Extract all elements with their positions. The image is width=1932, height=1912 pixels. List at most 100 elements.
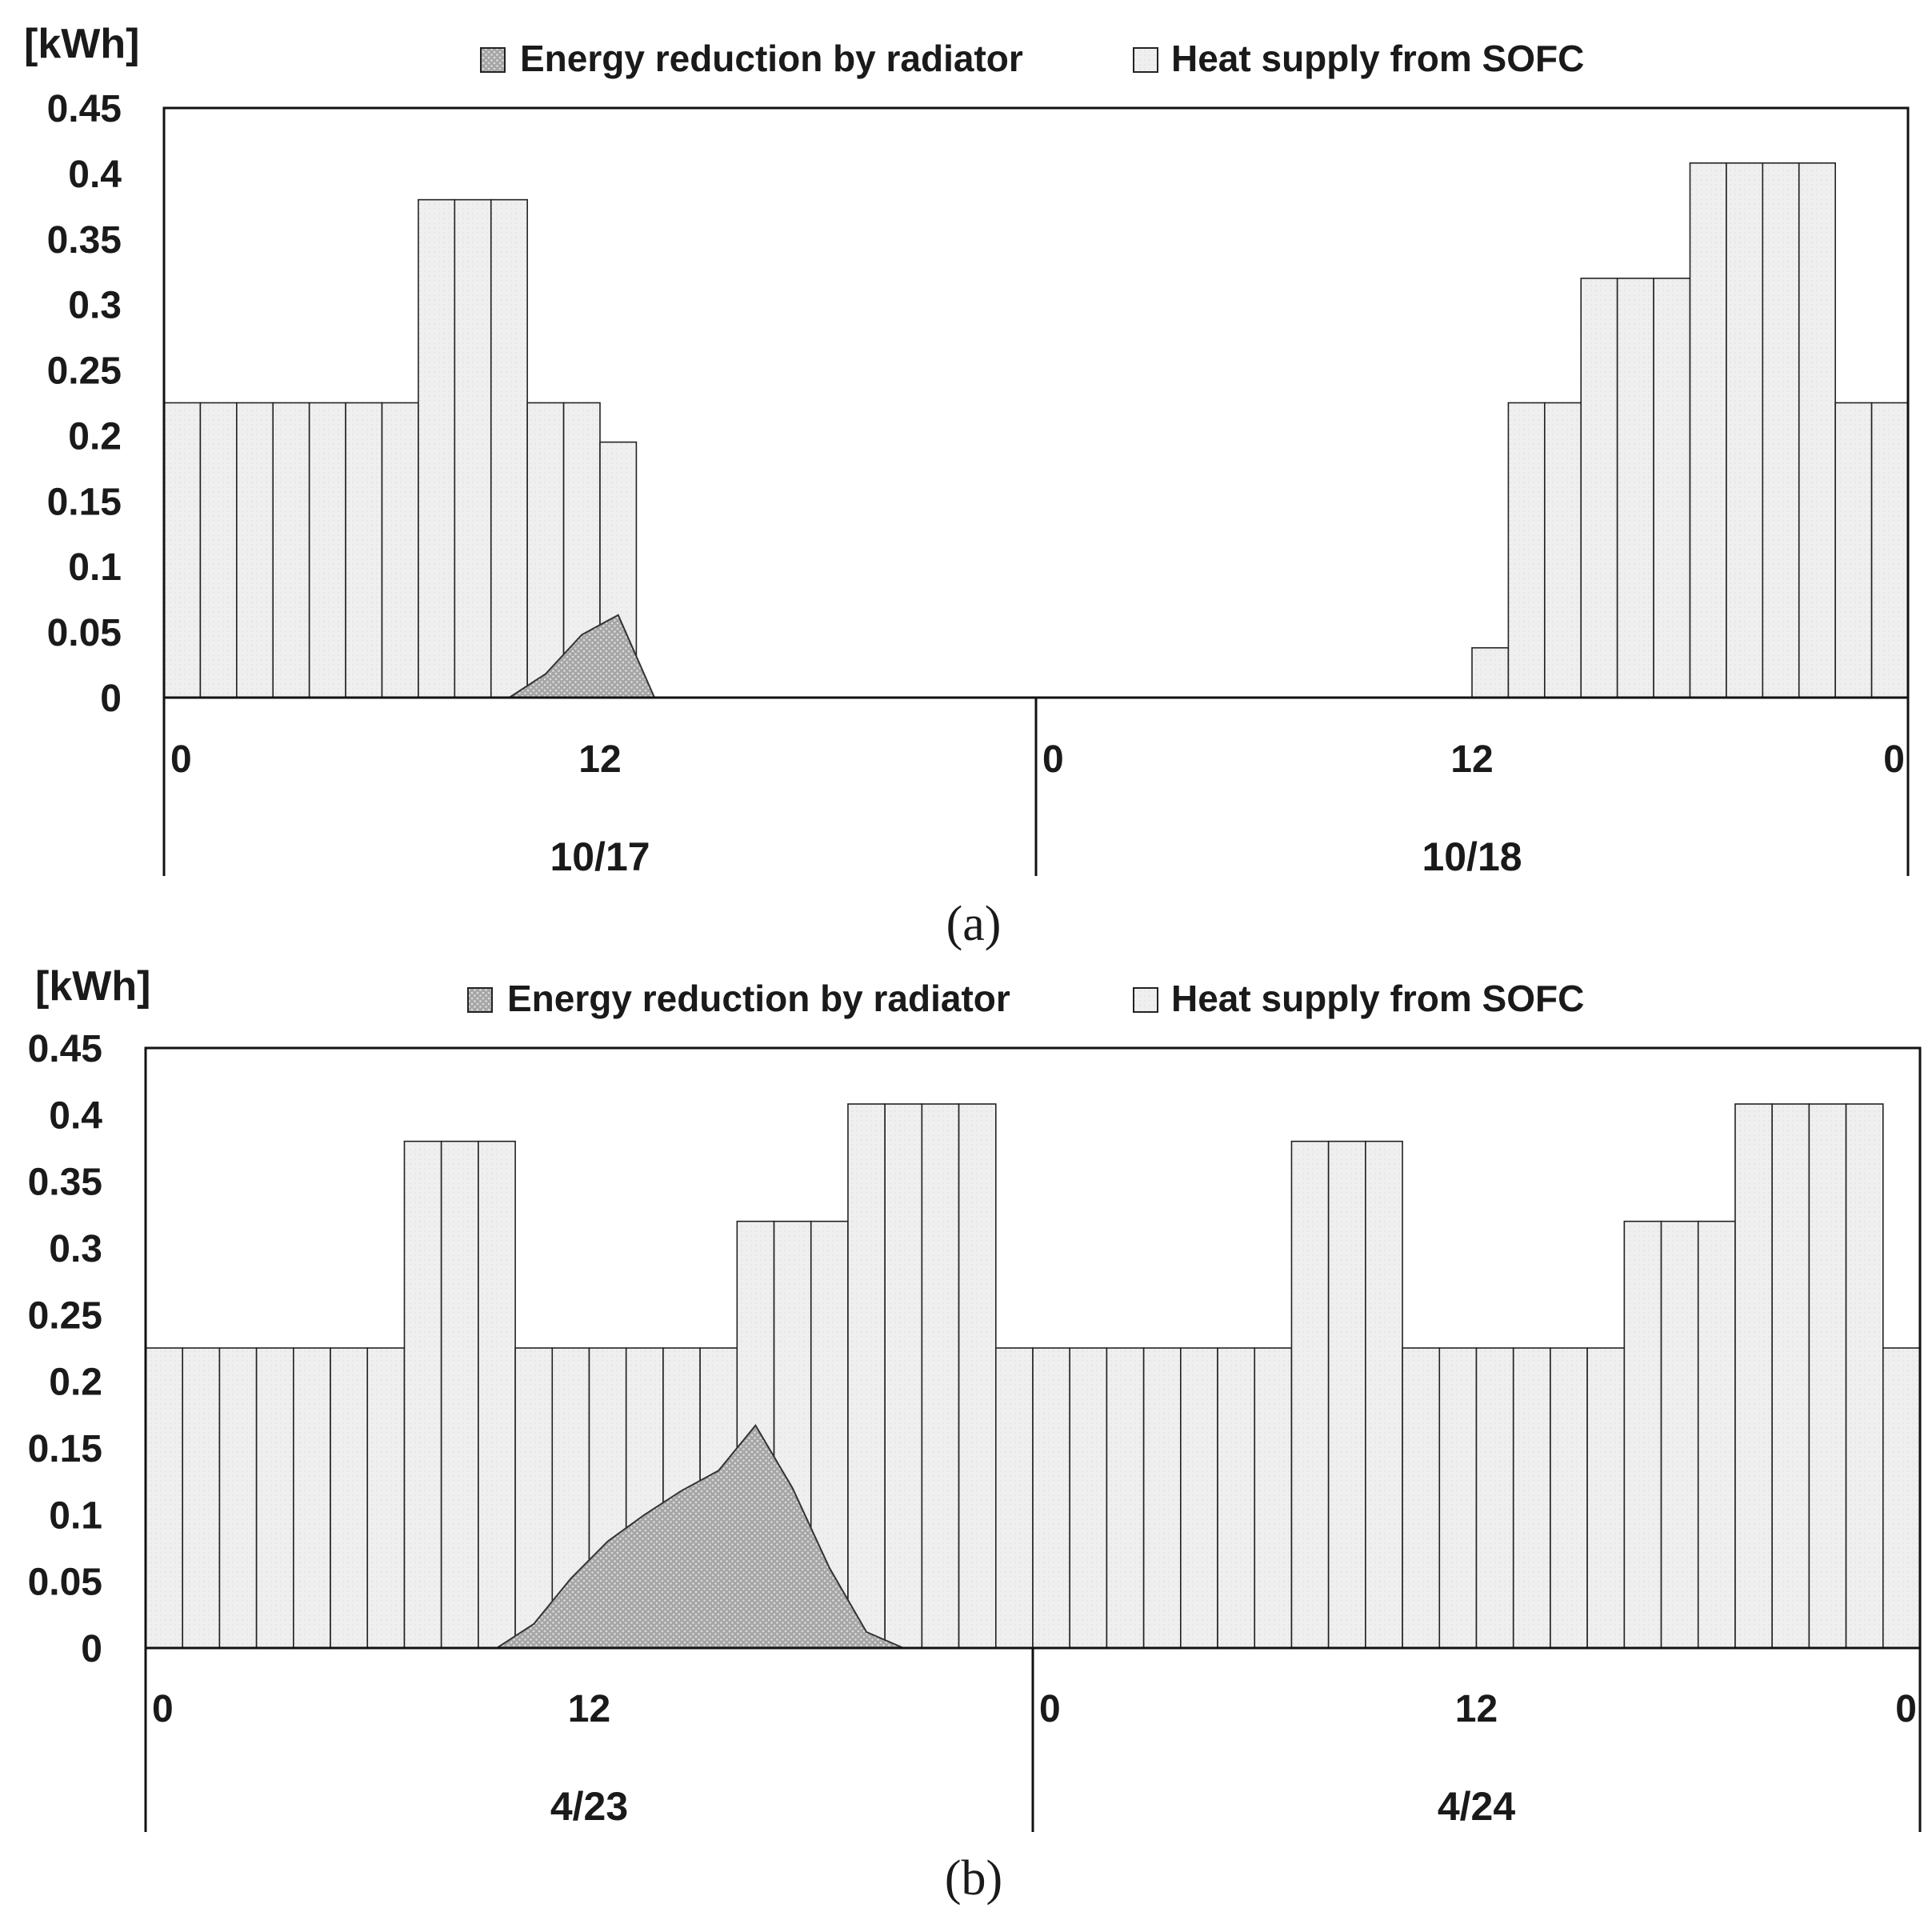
legend-swatch-radiator-a <box>480 47 506 73</box>
legend-label-radiator-b: Energy reduction by radiator <box>507 978 1010 1019</box>
sofc-bar <box>1697 1220 1736 1649</box>
sofc-bar <box>1254 1347 1293 1649</box>
y-tick-label: 0.15 <box>28 1428 102 1470</box>
sofc-bar <box>1870 402 1909 698</box>
sofc-bar <box>1217 1347 1256 1649</box>
legend-swatch-sofc-a <box>1133 47 1158 73</box>
sofc-bar <box>1142 1347 1182 1649</box>
sofc-bar <box>478 1140 516 1649</box>
sofc-bar <box>255 1347 294 1649</box>
x-hour-tick-label: 0 <box>1883 738 1905 781</box>
legend-swatch-sofc-b <box>1133 987 1158 1013</box>
sofc-bar <box>1586 1347 1626 1649</box>
sofc-bar <box>1402 1347 1441 1649</box>
sofc-bar <box>884 1103 923 1649</box>
chart-panel-a: [kWh] Energy reduction by radiator Heat … <box>24 21 1910 951</box>
y-tick-label: 0.35 <box>47 219 122 262</box>
x-hour-tick-label: 12 <box>1450 738 1493 781</box>
chart-panel-b: [kWh] Energy reduction by radiator Heat … <box>28 963 1922 1906</box>
sofc-bar <box>1762 162 1800 698</box>
x-hour-tick-label: 0 <box>1039 1688 1061 1730</box>
sofc-bar <box>236 402 274 698</box>
sofc-bar <box>163 402 202 698</box>
sofc-bar <box>182 1347 221 1649</box>
legend-a: Energy reduction by radiator Heat supply… <box>480 38 1584 79</box>
legend-label-radiator-a: Energy reduction by radiator <box>520 38 1023 79</box>
sofc-bar <box>1689 162 1727 698</box>
sofc-bar <box>1623 1220 1662 1649</box>
caption-a: (a) <box>946 897 1002 951</box>
sofc-bar <box>1771 1103 1810 1649</box>
radiator-area <box>494 1423 904 1649</box>
x-hour-tick-label: 0 <box>170 738 192 781</box>
legend-label-sofc-b: Heat supply from SOFC <box>1171 978 1584 1019</box>
sofc-bar <box>1327 1140 1366 1649</box>
sofc-bar <box>514 1347 554 1649</box>
sofc-bar <box>1616 278 1654 698</box>
sofc-bar <box>1834 402 1873 698</box>
sofc-bar <box>1845 1103 1884 1649</box>
legend-swatch-radiator-b <box>467 987 493 1013</box>
y-axis-ticks-b: 0 0.05 0.1 0.15 0.2 0.25 0.3 0.35 0.4 0.45 <box>28 1028 103 1670</box>
x-hour-tick-label: 12 <box>578 738 621 781</box>
y-tick-label: 0.15 <box>47 481 122 523</box>
unit-label-b: [kWh] <box>35 963 150 1010</box>
sofc-bar <box>440 1140 479 1649</box>
sofc-bar <box>330 1347 369 1649</box>
sofc-bar <box>1365 1140 1403 1649</box>
sofc-bar <box>418 198 456 698</box>
sofc-bar <box>1726 162 1764 698</box>
y-tick-label: 0.4 <box>68 154 122 196</box>
y-tick-label: 0 <box>81 1628 102 1670</box>
sofc-bar <box>1798 162 1836 698</box>
sofc-bar <box>403 1140 442 1649</box>
x-day-label: 4/24 <box>1438 1784 1516 1829</box>
sofc-bar <box>308 402 346 698</box>
x-hour-tick-label: 0 <box>152 1688 174 1730</box>
legend-b: Energy reduction by radiator Heat supply… <box>467 978 1584 1019</box>
y-tick-label: 0.1 <box>49 1494 102 1537</box>
sofc-bar <box>1653 278 1691 698</box>
sofc-bar <box>490 198 528 698</box>
x-day-label: 10/17 <box>550 834 650 879</box>
y-tick-label: 0.25 <box>47 350 122 393</box>
legend-label-sofc-a: Heat supply from SOFC <box>1171 38 1584 79</box>
y-tick-label: 0.45 <box>28 1028 102 1070</box>
sofc-bar <box>1290 1140 1330 1649</box>
y-tick-label: 0.4 <box>49 1094 102 1137</box>
sofc-bar <box>366 1347 406 1649</box>
sofc-bar <box>1512 1347 1551 1649</box>
y-tick-label: 0.35 <box>28 1162 102 1204</box>
y-tick-label: 0.25 <box>28 1294 102 1337</box>
sofc-bar <box>847 1103 886 1649</box>
sofc-bar <box>1808 1103 1847 1649</box>
sofc-bar <box>272 402 310 698</box>
caption-b: (b) <box>945 1851 1002 1906</box>
sofc-bar <box>1069 1347 1108 1649</box>
y-tick-label: 0.2 <box>68 415 122 458</box>
sofc-bar <box>1544 402 1582 698</box>
x-hour-tick-label: 12 <box>1455 1688 1498 1730</box>
sofc-bar <box>1475 1347 1514 1649</box>
x-hour-tick-label: 0 <box>1042 738 1064 781</box>
x-axis-b: 0 12 0 12 0 4/23 4/24 <box>144 1646 1922 1832</box>
x-day-label: 10/18 <box>1422 834 1522 879</box>
y-tick-label: 0.05 <box>47 612 122 654</box>
sofc-bar <box>345 402 383 698</box>
x-hour-tick-label: 12 <box>568 1688 610 1730</box>
sofc-bar <box>1106 1347 1145 1649</box>
sofc-bar <box>199 402 238 698</box>
sofc-bar <box>293 1347 331 1649</box>
sofc-bar <box>381 402 419 698</box>
sofc-bar <box>1882 1347 1921 1649</box>
y-tick-label: 0 <box>100 678 122 720</box>
x-hour-tick-label: 0 <box>1895 1688 1917 1730</box>
sofc-bar <box>526 402 565 698</box>
y-tick-label: 0.3 <box>68 285 122 327</box>
sofc-bar <box>921 1103 960 1649</box>
sofc-bars-a <box>163 162 1909 698</box>
y-tick-label: 0.05 <box>28 1562 102 1604</box>
sofc-bars-b <box>145 1103 1921 1649</box>
sofc-bar <box>1438 1347 1478 1649</box>
